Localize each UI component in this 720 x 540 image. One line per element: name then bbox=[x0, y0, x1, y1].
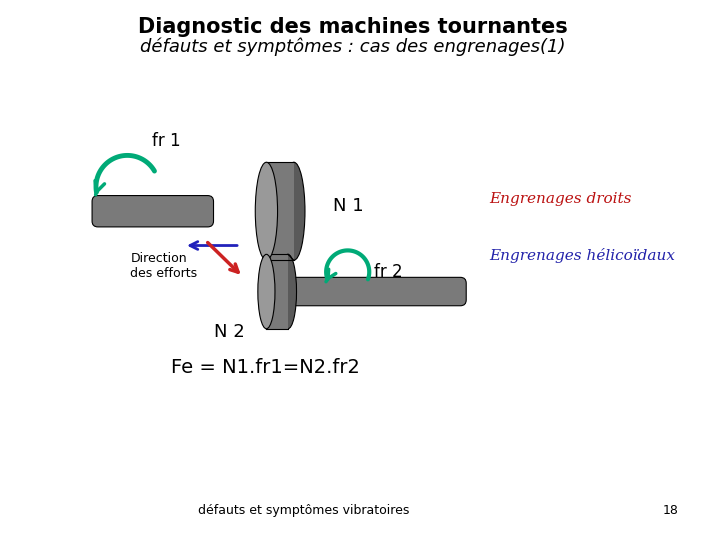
Text: fr 1: fr 1 bbox=[152, 132, 181, 150]
FancyBboxPatch shape bbox=[92, 195, 214, 227]
Text: Engrenages droits: Engrenages droits bbox=[490, 192, 632, 206]
Text: Engrenages hélicoïdaux: Engrenages hélicoïdaux bbox=[490, 248, 676, 263]
Text: fr 2: fr 2 bbox=[374, 263, 402, 281]
Text: N 2: N 2 bbox=[214, 323, 244, 341]
Ellipse shape bbox=[279, 254, 297, 329]
Text: défauts et symptômes : cas des engrenages(1): défauts et symptômes : cas des engrenage… bbox=[140, 38, 565, 56]
FancyBboxPatch shape bbox=[277, 278, 467, 306]
Text: Diagnostic des machines tournantes: Diagnostic des machines tournantes bbox=[138, 17, 567, 37]
Text: Direction
des efforts: Direction des efforts bbox=[130, 252, 197, 280]
Text: N 1: N 1 bbox=[333, 197, 364, 215]
Ellipse shape bbox=[256, 162, 277, 260]
Ellipse shape bbox=[283, 162, 305, 260]
Bar bbox=[266, 162, 294, 260]
Text: Fe = N1.fr1=N2.fr2: Fe = N1.fr1=N2.fr2 bbox=[171, 359, 360, 377]
Bar bbox=[266, 254, 288, 329]
Ellipse shape bbox=[258, 254, 275, 329]
Text: défauts et symptômes vibratoires: défauts et symptômes vibratoires bbox=[198, 504, 409, 517]
Text: 18: 18 bbox=[663, 504, 679, 517]
